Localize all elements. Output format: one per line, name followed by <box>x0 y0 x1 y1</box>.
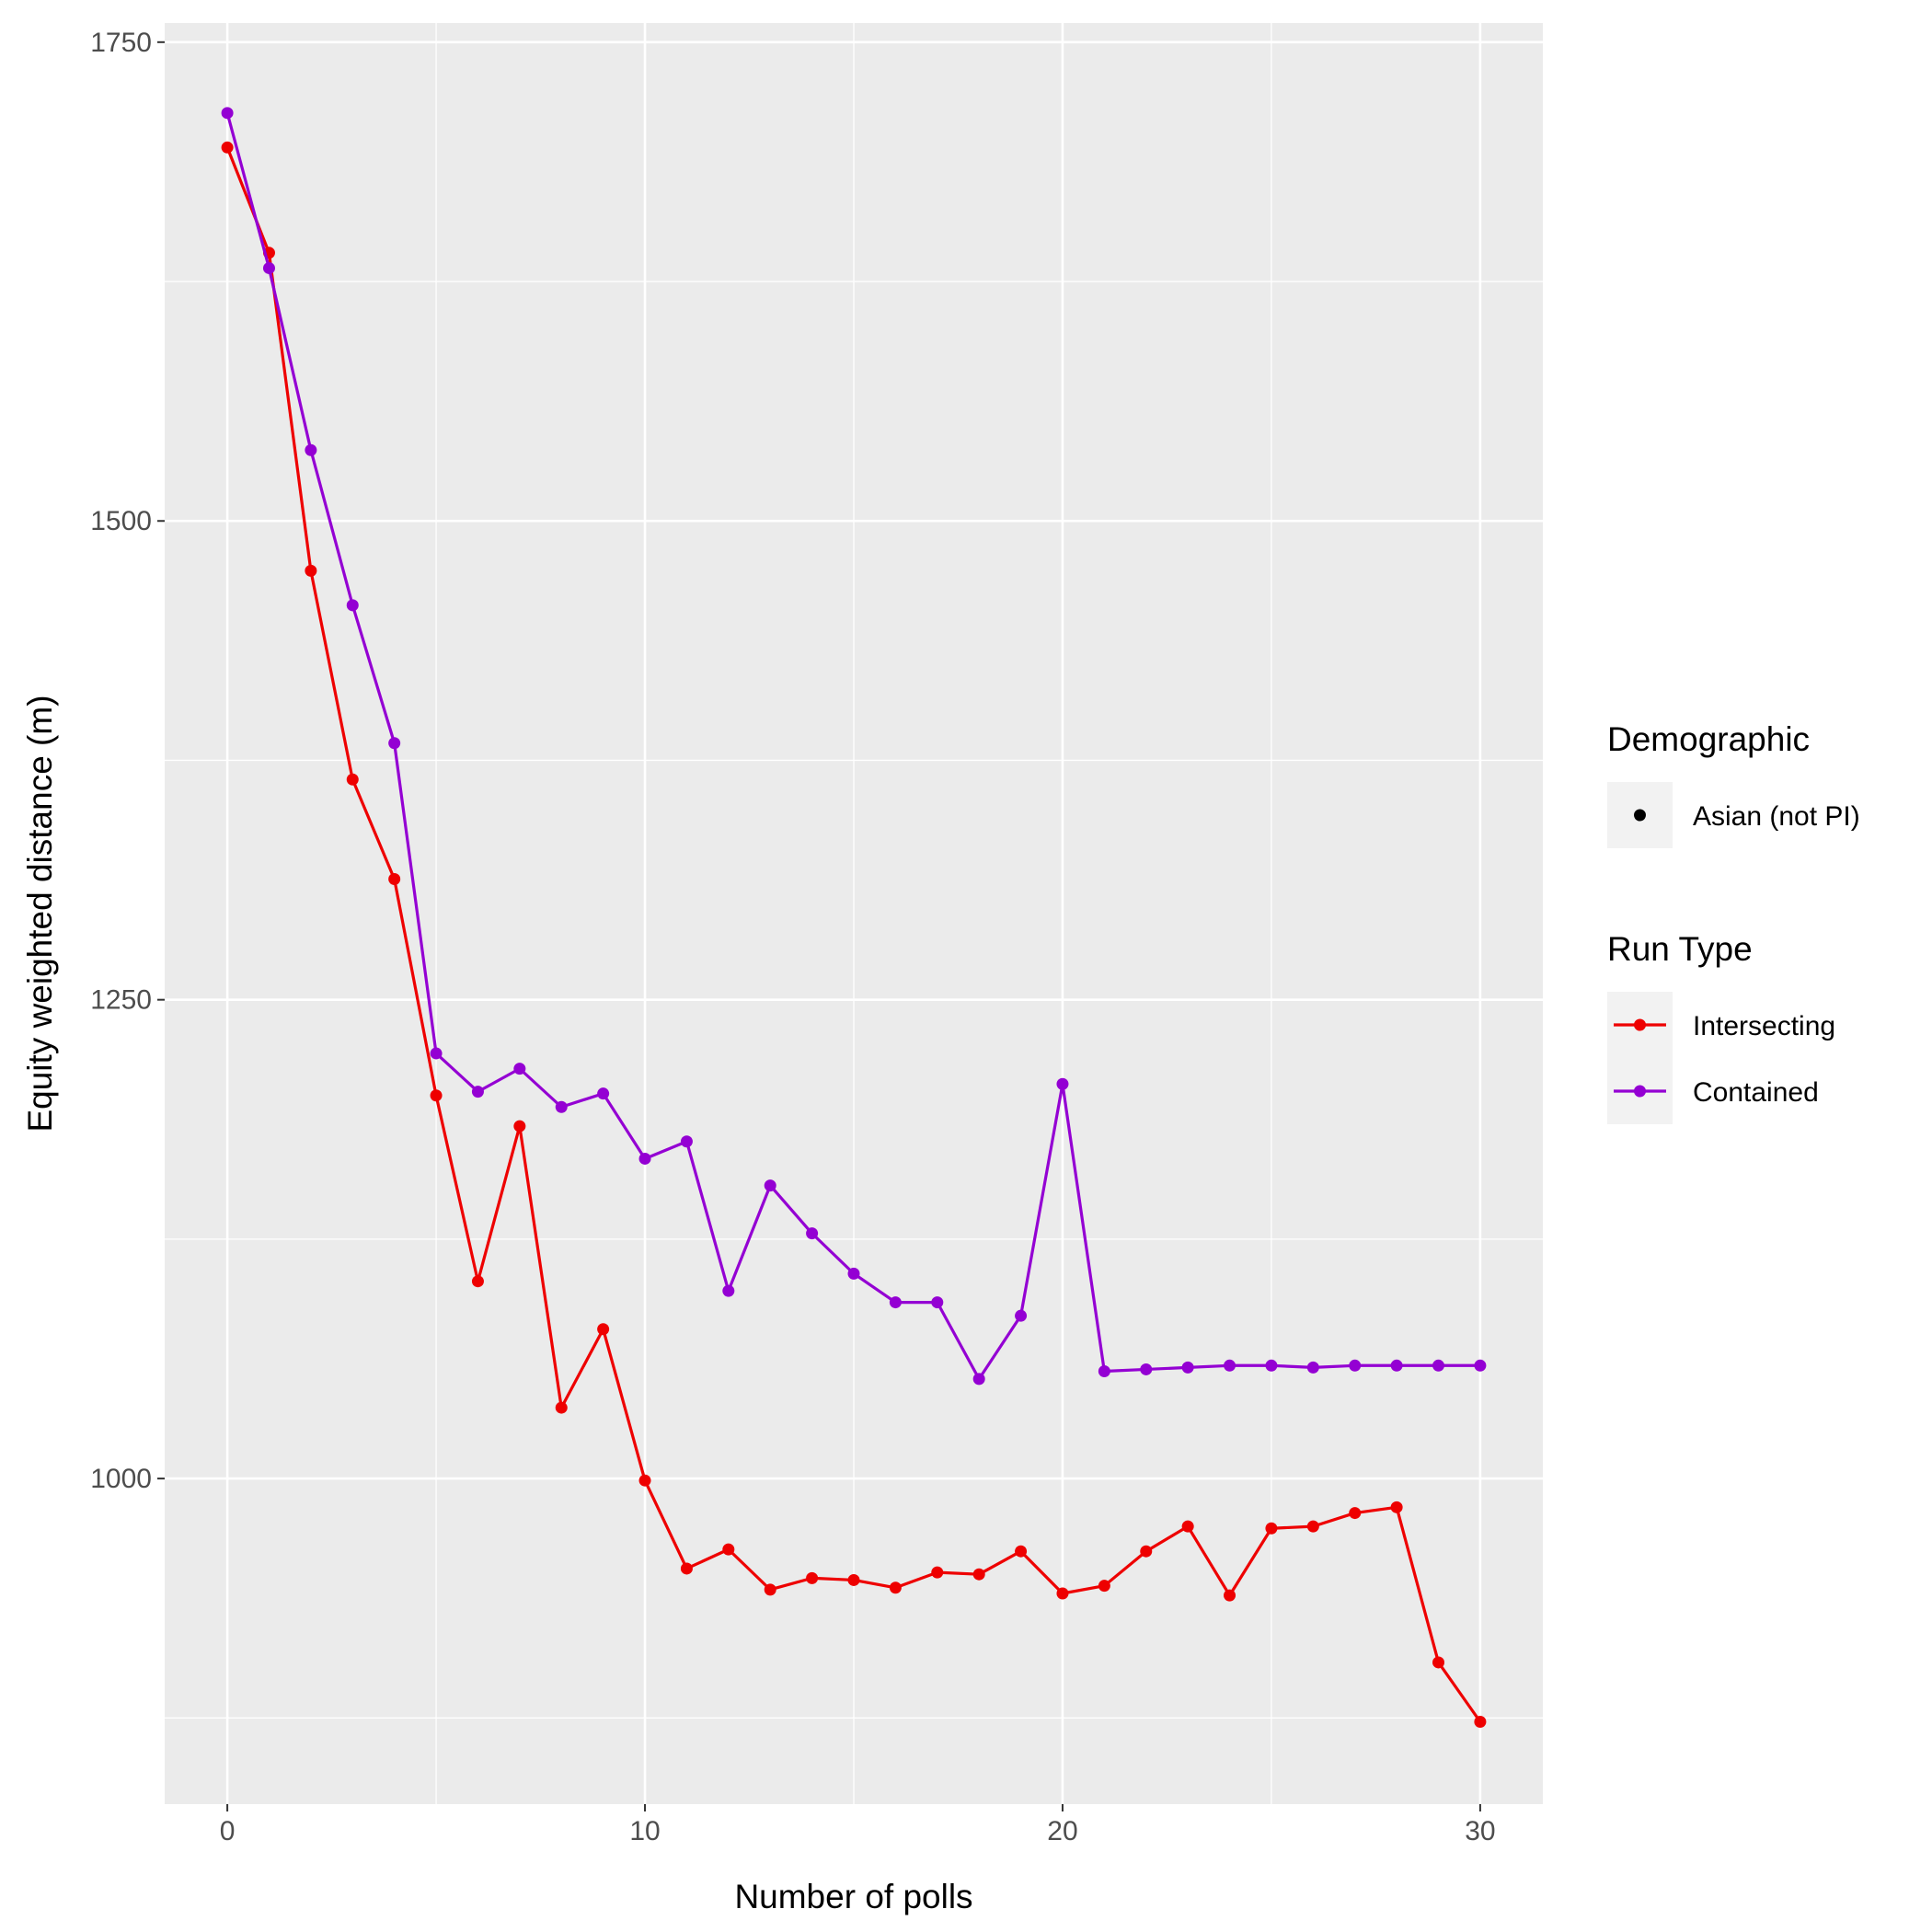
data-point-contained <box>555 1100 568 1113</box>
data-point-contained <box>1349 1359 1362 1372</box>
data-point-intersecting <box>1349 1507 1362 1520</box>
x-axis-title: Number of polls <box>734 1878 972 1915</box>
data-point-contained <box>1181 1361 1194 1374</box>
data-point-intersecting <box>1432 1656 1445 1669</box>
data-point-contained <box>597 1087 610 1100</box>
data-point-intersecting <box>1224 1589 1236 1602</box>
data-point-intersecting <box>471 1275 484 1288</box>
data-point-intersecting <box>1265 1522 1278 1535</box>
data-point-contained <box>305 443 317 456</box>
data-point-intersecting <box>555 1401 568 1414</box>
data-point-contained <box>221 107 234 120</box>
data-point-intersecting <box>931 1566 944 1579</box>
data-point-intersecting <box>1015 1545 1028 1558</box>
data-point-intersecting <box>1306 1520 1319 1533</box>
data-point-contained <box>1474 1359 1487 1372</box>
data-point-intersecting <box>1056 1587 1069 1600</box>
x-tick-label: 10 <box>629 1816 660 1846</box>
data-point-intersecting <box>305 564 317 577</box>
data-point-intersecting <box>513 1120 526 1133</box>
data-point-intersecting <box>1098 1580 1110 1593</box>
data-point-intersecting <box>847 1573 860 1586</box>
axes: 0 10 20 30 1000 1250 1500 1750 <box>90 28 1495 1846</box>
legend-point-asian-not-pi- <box>1634 809 1646 822</box>
series <box>221 107 1487 1728</box>
data-point-contained <box>889 1296 902 1309</box>
data-point-intersecting <box>221 141 234 154</box>
data-point-contained <box>1432 1359 1445 1372</box>
y-tick-label: 1500 <box>90 506 152 536</box>
legend-point-intersecting <box>1634 1018 1646 1031</box>
legend-label-asian-not-pi-: Asian (not PI) <box>1693 801 1860 832</box>
data-point-contained <box>430 1047 443 1060</box>
data-point-contained <box>1140 1363 1153 1375</box>
data-point-contained <box>1265 1359 1278 1372</box>
data-point-contained <box>262 261 275 274</box>
data-point-contained <box>471 1086 484 1098</box>
y-tick-label: 1250 <box>90 985 152 1016</box>
legend-title: Demographic <box>1607 720 1810 758</box>
data-point-intersecting <box>680 1562 693 1575</box>
data-point-intersecting <box>1390 1501 1403 1513</box>
data-point-contained <box>513 1063 526 1075</box>
data-point-intersecting <box>1140 1545 1153 1558</box>
data-point-intersecting <box>972 1568 985 1581</box>
data-point-intersecting <box>597 1323 610 1336</box>
legend-point-contained <box>1634 1085 1646 1098</box>
data-point-contained <box>931 1296 944 1309</box>
x-tick-label: 30 <box>1465 1816 1495 1846</box>
data-point-contained <box>722 1284 735 1297</box>
data-point-contained <box>638 1152 651 1165</box>
data-point-contained <box>1224 1359 1236 1372</box>
legend-label-intersecting: Intersecting <box>1693 1011 1835 1041</box>
data-point-contained <box>388 737 401 750</box>
legend-title: Run Type <box>1607 930 1753 968</box>
data-point-intersecting <box>388 873 401 886</box>
data-point-contained <box>806 1227 819 1240</box>
data-point-contained <box>847 1267 860 1280</box>
data-point-intersecting <box>1474 1715 1487 1728</box>
data-point-contained <box>1390 1359 1403 1372</box>
data-point-intersecting <box>806 1571 819 1584</box>
data-point-contained <box>764 1179 776 1192</box>
data-point-contained <box>1098 1365 1110 1378</box>
data-point-intersecting <box>430 1089 443 1102</box>
y-tick-label: 1000 <box>90 1464 152 1494</box>
data-point-intersecting <box>638 1474 651 1487</box>
x-tick-label: 20 <box>1047 1816 1077 1846</box>
data-point-contained <box>1056 1077 1069 1090</box>
data-point-contained <box>1306 1361 1319 1374</box>
data-point-intersecting <box>889 1581 902 1594</box>
data-point-contained <box>346 599 359 612</box>
grid <box>165 23 1543 1804</box>
data-point-intersecting <box>1181 1520 1194 1533</box>
legend-label-contained: Contained <box>1693 1077 1819 1108</box>
data-point-contained <box>972 1373 985 1386</box>
data-point-intersecting <box>722 1543 735 1556</box>
data-point-contained <box>680 1135 693 1148</box>
y-tick-label: 1750 <box>90 28 152 58</box>
x-tick-label: 0 <box>220 1816 236 1846</box>
data-point-intersecting <box>764 1583 776 1596</box>
data-point-contained <box>1015 1309 1028 1322</box>
y-axis-title: Equity weighted distance (m) <box>21 695 59 1132</box>
data-point-intersecting <box>346 773 359 786</box>
legend: Demographic Asian (not PI) Run Type Interse… <box>1607 720 1860 1124</box>
